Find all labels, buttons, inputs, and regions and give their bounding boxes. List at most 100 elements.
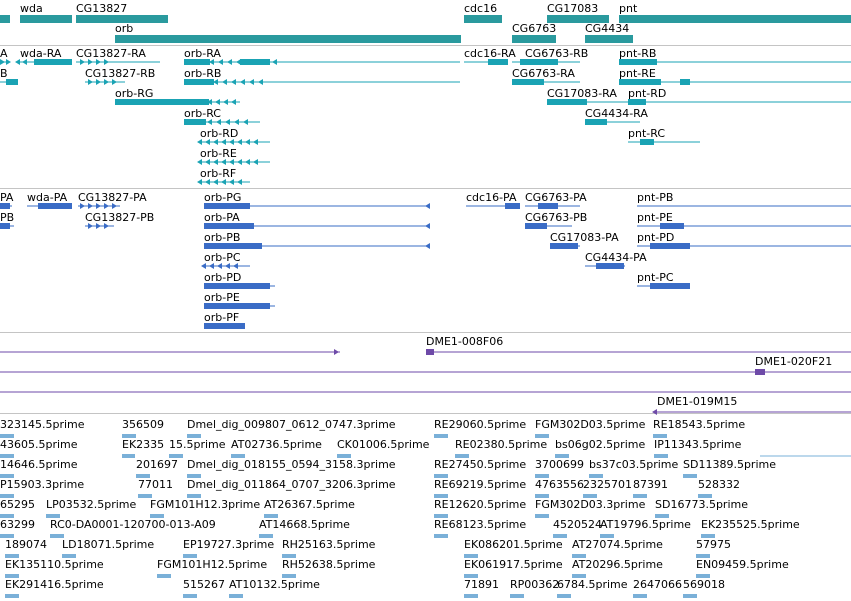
- est-label[interactable]: 65295: [0, 498, 35, 511]
- transcript-label[interactable]: CG13827-RB: [85, 67, 156, 80]
- est-label[interactable]: Dmel_dig_009807_0612_0747.3prime: [187, 418, 396, 431]
- transcript-label[interactable]: CG6763-RB: [525, 47, 589, 60]
- est-label[interactable]: AT20296.5prime: [572, 558, 663, 571]
- transcript-label[interactable]: pnt-RC: [628, 127, 666, 140]
- est-label[interactable]: RH25163.5prime: [282, 538, 376, 551]
- est-label[interactable]: 2647066: [633, 578, 682, 591]
- protein-label[interactable]: orb-PC: [204, 251, 241, 264]
- est-label[interactable]: RE02380.5prime: [455, 438, 548, 451]
- est-label[interactable]: IP11343.5prime: [654, 438, 742, 451]
- est-label[interactable]: LP03532.5prime: [46, 498, 137, 511]
- est-label[interactable]: FGM101H12.3prime: [150, 498, 261, 511]
- est-label[interactable]: 201697: [136, 458, 178, 471]
- protein-label[interactable]: orb-PE: [204, 291, 240, 304]
- est-label[interactable]: 2325701: [583, 478, 632, 491]
- est-label[interactable]: AT14668.5prime: [259, 518, 350, 531]
- est-label[interactable]: 15.5prime: [169, 438, 226, 451]
- est-label[interactable]: 4520524: [553, 518, 602, 531]
- est-label[interactable]: 14646.5prime: [0, 458, 78, 471]
- est-label[interactable]: 71891: [464, 578, 499, 591]
- transcript-label[interactable]: cdc16-RA: [464, 47, 516, 60]
- est-label[interactable]: bs06g02.5prime: [555, 438, 646, 451]
- est-label[interactable]: 87391: [633, 478, 668, 491]
- est-label[interactable]: EK2335: [122, 438, 165, 451]
- transcript-label[interactable]: A: [0, 47, 8, 60]
- est-label[interactable]: 6784.5prime: [557, 578, 628, 591]
- est-label[interactable]: AT10132.5prime: [229, 578, 320, 591]
- gene-label[interactable]: CG13827: [76, 2, 128, 15]
- est-label[interactable]: Dmel_dig_011864_0707_3206.3prime: [187, 478, 396, 491]
- est-label[interactable]: RH52638.5prime: [282, 558, 376, 571]
- transcript-label[interactable]: CG13827-RA: [76, 47, 146, 60]
- protein-label[interactable]: orb-PB: [204, 231, 241, 244]
- est-label[interactable]: bs37c03.5prime: [589, 458, 679, 471]
- transcript-label[interactable]: orb-RD: [200, 127, 239, 140]
- protein-label[interactable]: PA: [0, 191, 14, 204]
- protein-label[interactable]: orb-PA: [204, 211, 240, 224]
- est-label[interactable]: 3700699: [535, 458, 584, 471]
- est-label[interactable]: 323145.5prime: [0, 418, 85, 431]
- est-label[interactable]: AT19796.5prime: [600, 518, 691, 531]
- protein-label[interactable]: orb-PG: [204, 191, 242, 204]
- est-label[interactable]: EK086201.5prime: [464, 538, 563, 551]
- est-label[interactable]: 43605.5prime: [0, 438, 78, 451]
- transcript-label[interactable]: orb-RE: [200, 147, 237, 160]
- protein-label[interactable]: CG4434-PA: [585, 251, 647, 264]
- est-label[interactable]: FGM302D03.3prime: [535, 498, 646, 511]
- protein-label[interactable]: orb-PD: [204, 271, 242, 284]
- est-label[interactable]: SD16773.5prime: [655, 498, 748, 511]
- est-label[interactable]: 4763556: [535, 478, 584, 491]
- gene-label[interactable]: wda: [20, 2, 43, 15]
- est-label[interactable]: 356509: [122, 418, 164, 431]
- protein-label[interactable]: pnt-PC: [637, 271, 674, 284]
- transcript-label[interactable]: orb-RA: [184, 47, 221, 60]
- protein-label[interactable]: PB: [0, 211, 15, 224]
- transcript-label[interactable]: CG17083-RA: [547, 87, 617, 100]
- est-label[interactable]: EK135110.5prime: [5, 558, 104, 571]
- protein-label[interactable]: pnt-PD: [637, 231, 675, 244]
- bac-label[interactable]: DME1-008F06: [426, 335, 504, 348]
- protein-label[interactable]: CG13827-PA: [78, 191, 147, 204]
- protein-label[interactable]: CG13827-PB: [85, 211, 155, 224]
- gene-label[interactable]: CG17083: [547, 2, 599, 15]
- est-label[interactable]: 77011: [138, 478, 173, 491]
- est-label[interactable]: LD18071.5prime: [62, 538, 155, 551]
- gene-label[interactable]: cdc16: [464, 2, 498, 15]
- transcript-label[interactable]: orb-RF: [200, 167, 237, 180]
- est-label[interactable]: FGM101H12.5prime: [157, 558, 268, 571]
- gene-label[interactable]: CG4434: [585, 22, 630, 35]
- protein-label[interactable]: CG6763-PB: [525, 211, 588, 224]
- est-label[interactable]: RE18543.5prime: [653, 418, 746, 431]
- est-label[interactable]: AT26367.5prime: [264, 498, 355, 511]
- transcript-label[interactable]: orb-RG: [115, 87, 154, 100]
- gene-label[interactable]: orb: [115, 22, 134, 35]
- est-label[interactable]: FGM302D03.5prime: [535, 418, 646, 431]
- protein-label[interactable]: pnt-PE: [637, 211, 673, 224]
- transcript-label[interactable]: orb-RC: [184, 107, 221, 120]
- est-label[interactable]: RE27450.5prime: [434, 458, 527, 471]
- est-label[interactable]: RP00362: [510, 578, 560, 591]
- est-label[interactable]: EK235525.5prime: [701, 518, 800, 531]
- est-label[interactable]: 63299: [0, 518, 35, 531]
- est-label[interactable]: AT27074.5prime: [572, 538, 663, 551]
- transcript-label[interactable]: pnt-RB: [619, 47, 657, 60]
- est-label[interactable]: RE29060.5prime: [434, 418, 527, 431]
- transcript-label[interactable]: B: [0, 67, 8, 80]
- gene-label[interactable]: pnt: [619, 2, 638, 15]
- est-label[interactable]: 189074: [5, 538, 47, 551]
- protein-label[interactable]: CG6763-PA: [525, 191, 587, 204]
- est-label[interactable]: RE12620.5prime: [434, 498, 527, 511]
- est-label[interactable]: P15903.3prime: [0, 478, 85, 491]
- protein-label[interactable]: orb-PF: [204, 311, 240, 324]
- gene-label[interactable]: CG6763: [512, 22, 557, 35]
- est-label[interactable]: Dmel_dig_018155_0594_3158.3prime: [187, 458, 396, 471]
- est-label[interactable]: 57975: [696, 538, 731, 551]
- est-label[interactable]: EK061917.5prime: [464, 558, 563, 571]
- transcript-label[interactable]: orb-RB: [184, 67, 222, 80]
- transcript-label[interactable]: wda-RA: [20, 47, 62, 60]
- protein-label[interactable]: CG17083-PA: [550, 231, 619, 244]
- est-label[interactable]: SD11389.5prime: [683, 458, 776, 471]
- protein-label[interactable]: wda-PA: [27, 191, 68, 204]
- est-label[interactable]: RE69219.5prime: [434, 478, 527, 491]
